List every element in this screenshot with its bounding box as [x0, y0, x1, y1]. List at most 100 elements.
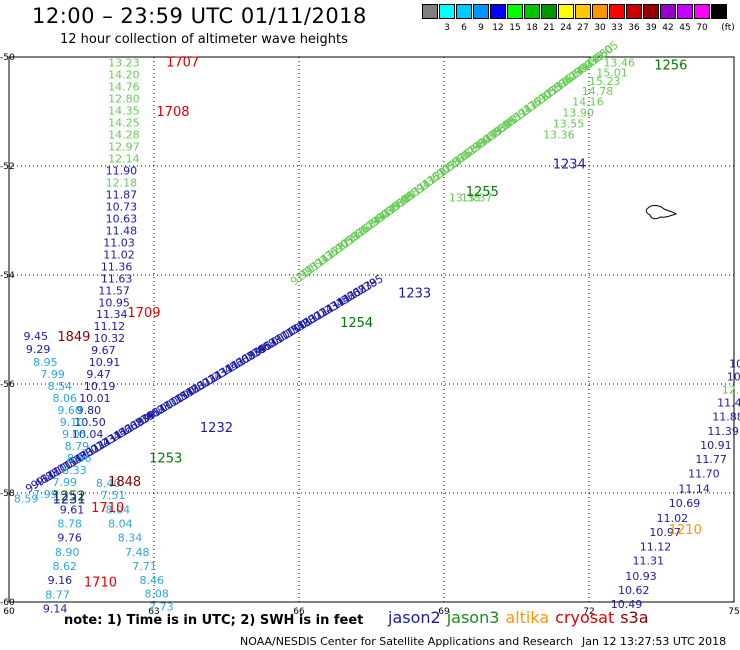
- wave-height-value: 14.76: [108, 80, 140, 93]
- color-scale-swatch: [677, 4, 693, 19]
- wave-height-value: 8.95: [33, 356, 58, 369]
- color-scale-label: 39: [645, 23, 657, 33]
- wave-height-value: 14.25: [108, 116, 140, 129]
- wave-height-value: 11.70: [688, 467, 720, 480]
- wave-height-value: 10.32: [94, 332, 126, 345]
- wave-height-value: 8.56: [67, 452, 92, 465]
- wave-height-value: 12.18: [106, 176, 137, 189]
- wave-height-value: 9.29: [26, 343, 50, 356]
- kerguelen-island-outline: [645, 205, 677, 220]
- wave-height-value: 8.77: [45, 588, 70, 601]
- color-scale-label: 6: [461, 23, 467, 33]
- pass-time-label: 1707: [166, 55, 199, 70]
- generation-timestamp: Jan 12 13:27:53 UTC 2018: [582, 635, 727, 648]
- wave-height-value: 14.35: [108, 104, 140, 117]
- pass-time-label: 1233: [398, 286, 431, 301]
- wave-height-value: 10.63: [106, 212, 137, 225]
- color-scale-label: 9: [478, 23, 484, 33]
- color-scale-swatch: [609, 4, 625, 19]
- color-scale-label: 42: [662, 23, 674, 33]
- wave-height-value: 9.10: [60, 416, 85, 429]
- chart-title: 12:00 – 23:59 UTC 01/11/2018: [32, 4, 367, 28]
- satellite-legend: jason2 jason3 altika cryosat s3a: [388, 608, 655, 627]
- wave-height-value: 10.73: [106, 200, 137, 213]
- wave-height-value: 15.01: [596, 66, 628, 79]
- wave-height-value: 11.12: [94, 320, 126, 333]
- latitude-tick-label: -50: [0, 53, 15, 63]
- color-scale-label: 36: [628, 23, 640, 33]
- legend-item-altika: altika: [505, 608, 550, 627]
- wave-height-value: 11.12: [640, 540, 672, 553]
- wave-height-value: 11.02: [103, 248, 135, 261]
- wave-height-value: 11.88: [712, 411, 740, 424]
- color-scale-label: 45: [679, 23, 691, 33]
- latitude-tick-label: -54: [0, 271, 15, 281]
- color-scale-label: 12: [492, 23, 504, 33]
- color-scale-swatch: [694, 4, 710, 19]
- axis-tick-labels: 60 63 66 69 72 75 -50 -52 -54 -56 -58 -60: [0, 53, 740, 617]
- color-scale-swatch: [643, 4, 659, 19]
- pass-time-label: 1254: [340, 316, 373, 331]
- track-value: 11.85: [352, 272, 386, 299]
- color-scale-swatch: [626, 4, 642, 19]
- color-scale-label: 33: [611, 23, 623, 33]
- pass-time-label: 1849: [57, 330, 90, 345]
- pass-time-label: 1709: [127, 306, 160, 321]
- color-scale-swatch: [473, 4, 489, 19]
- latitude-tick-label: -60: [0, 598, 15, 608]
- color-scale-label: 21: [543, 23, 555, 33]
- footnote: note: 1) Time is in UTC; 2) SWH is in fe…: [64, 613, 364, 628]
- color-scale-swatch: [541, 4, 557, 19]
- longitude-tick-label: 66: [293, 607, 305, 617]
- wave-height-value: 8.46: [140, 574, 165, 587]
- wave-height-value: 8.34: [118, 532, 143, 545]
- pass-time-label: 1231: [53, 492, 86, 507]
- wave-height-value: 8.40: [96, 477, 121, 490]
- wave-height-value: 9.47: [86, 368, 111, 381]
- wave-height-value: 11.34: [96, 308, 128, 321]
- pass-time-label: 1848: [108, 475, 141, 490]
- wave-height-value: 11.31: [633, 555, 665, 568]
- wave-height-value: 10.2: [729, 357, 740, 370]
- wave-height-value: 11.87: [106, 188, 137, 201]
- color-scale-swatch: [660, 4, 676, 19]
- wave-height-value: 13.36: [543, 128, 575, 141]
- pass-time-label: 1708: [156, 105, 189, 120]
- wave-height-value: 10.50: [74, 416, 106, 429]
- wave-height-value: 11.03: [103, 236, 135, 249]
- wave-height-value: 10.9: [727, 370, 740, 383]
- wave-height-value: 9.80: [77, 404, 102, 417]
- legend-item-s3a: s3a: [620, 608, 649, 627]
- wave-height-value: 12.14: [108, 152, 140, 165]
- wave-height-value: 9.60: [57, 404, 81, 417]
- longitude-tick-label: 72: [583, 607, 594, 617]
- latitude-tick-label: -56: [0, 380, 15, 390]
- longitude-tick-label: 69: [438, 607, 450, 617]
- pass-time-label: 1210: [669, 523, 702, 538]
- latitude-tick-label: -58: [0, 489, 15, 499]
- wave-height-value: 7.48: [125, 546, 150, 559]
- wave-height-value: 11.36: [101, 260, 133, 273]
- wave-height-value: 8.90: [55, 546, 80, 559]
- color-scale-swatch: [575, 4, 591, 19]
- wave-height-value: 14.28: [108, 128, 140, 141]
- color-scale-swatch: [439, 4, 455, 19]
- color-scale-label: 18: [526, 23, 538, 33]
- longitude-tick-label: 63: [148, 607, 159, 617]
- pass-time-label: 1710: [91, 501, 124, 516]
- legend-item-cryosat: cryosat: [555, 608, 615, 627]
- map-grid: [8, 56, 735, 603]
- wave-height-value: 8.79: [65, 440, 90, 453]
- wave-height-value: 8.54: [48, 380, 73, 393]
- wave-height-value: 11.39: [707, 425, 739, 438]
- color-scale-swatch: [490, 4, 506, 19]
- wave-height-value: 13.46: [604, 56, 636, 69]
- wave-height-value: 15.23: [589, 75, 621, 88]
- wave-height-value: 11.57: [98, 284, 129, 297]
- wave-height-value: 10.95: [98, 296, 129, 309]
- wave-height-value: 13.55: [553, 117, 585, 130]
- pass-time-label: 1255: [466, 185, 499, 200]
- wave-height-value: 13.37: [461, 192, 493, 205]
- wave-height-value: 14.20: [108, 68, 140, 81]
